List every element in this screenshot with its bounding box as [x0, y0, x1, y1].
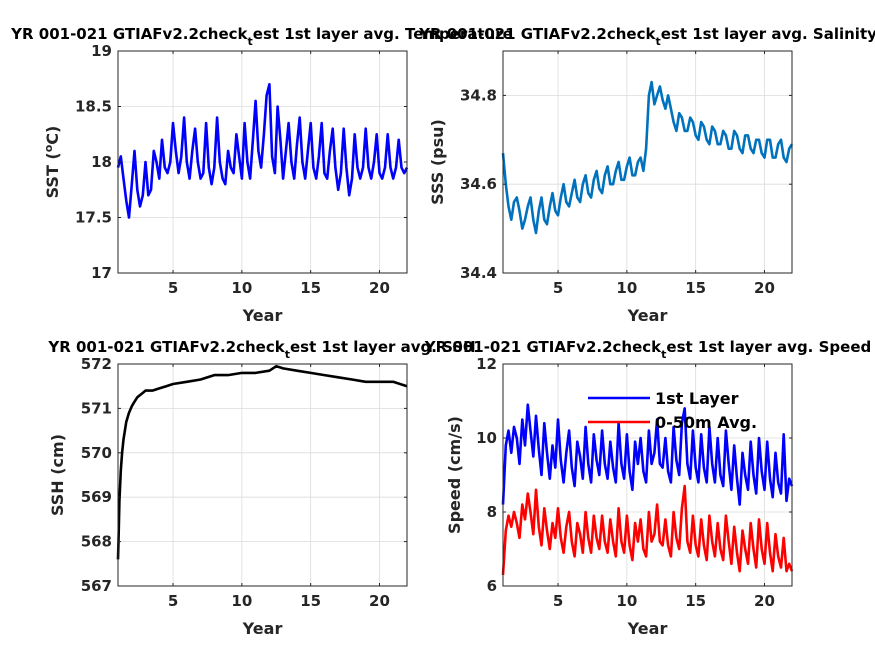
- y-tick-label: 10: [476, 429, 497, 447]
- x-tick-label: 15: [685, 279, 706, 297]
- chart-panel-2: 5 10 15 20 34.4 34.6 34.8 Year SSS (psu) YR 001-0…: [418, 25, 875, 325]
- y-tick-label: 17: [91, 264, 112, 282]
- y-tick-label: 568: [81, 533, 112, 551]
- chart-title: YR 001-021 GTIAFv2.2checktest 1st layer …: [10, 25, 513, 48]
- x-tick-label: 15: [300, 592, 321, 610]
- chart-title: YR 001-021 GTIAFv2.2checktest 1st layer …: [47, 338, 475, 361]
- legend-label: 0-50m Avg.: [655, 413, 757, 432]
- axes-frame: [502, 363, 793, 587]
- y-tick-label: 569: [81, 488, 112, 506]
- y-tick-label: 6: [487, 577, 497, 595]
- series-line-1: [116, 83, 409, 219]
- x-tick-label: 5: [553, 279, 563, 297]
- y-tick-label: 571: [81, 399, 112, 417]
- y-tick-label: 8: [487, 503, 497, 521]
- x-tick-label: 20: [369, 592, 390, 610]
- axes-frame: [502, 50, 793, 274]
- x-tick-label: 10: [616, 592, 637, 610]
- y-axis-label: Speed (cm/s): [445, 416, 464, 534]
- x-axis-label: Year: [627, 619, 668, 638]
- chart-title: YR 001-021 GTIAFv2.2checktest 1st layer …: [418, 25, 875, 48]
- y-axis-label: SSS (psu): [428, 119, 447, 205]
- x-tick-label: 5: [168, 279, 178, 297]
- y-tick-label: 567: [81, 577, 112, 595]
- series-line-1: [501, 80, 794, 235]
- y-tick-label: 34.8: [460, 86, 497, 104]
- x-tick-label: 20: [754, 279, 775, 297]
- x-axis-label: Year: [242, 306, 283, 325]
- plot-area: [118, 364, 407, 586]
- series-line-1: [501, 403, 794, 506]
- y-tick-label: 572: [81, 355, 112, 373]
- x-tick-label: 15: [300, 279, 321, 297]
- x-tick-label: 10: [231, 592, 252, 610]
- x-tick-label: 5: [168, 592, 178, 610]
- x-tick-label: 20: [369, 279, 390, 297]
- y-axis-label: SSH (cm): [48, 434, 67, 516]
- series-line-2: [501, 484, 794, 575]
- x-tick-label: 10: [231, 279, 252, 297]
- y-tick-label: 570: [81, 444, 112, 462]
- y-tick-label: 17.5: [75, 209, 112, 227]
- plot-area: [503, 51, 792, 273]
- chart-panel-4: 5 10 15 20 6 8 10 12 Year Speed (cm/s) YR 001-021 …: [424, 338, 871, 638]
- x-axis-label: Year: [627, 306, 668, 325]
- chart-panel-3: 5 10 15 20 567 568 569 570 571 572 Year SSH (cm) YR …: [47, 338, 475, 638]
- legend: 1st Layer 0-50m Avg.: [588, 389, 757, 432]
- y-tick-label: 34.4: [460, 264, 497, 282]
- x-axis-label: Year: [242, 619, 283, 638]
- y-tick-label: 19: [91, 42, 112, 60]
- y-axis-label: SST (oC): [42, 126, 62, 199]
- x-tick-label: 15: [685, 592, 706, 610]
- chart-title: YR 001-021 GTIAFv2.2checktest 1st layer …: [424, 338, 871, 361]
- x-tick-label: 5: [553, 592, 563, 610]
- chart-panel-1: 5 10 15 20 17 17.5 18 18.5 19 Year SST (oC) YR 001-…: [10, 25, 513, 325]
- y-tick-label: 34.6: [460, 175, 497, 193]
- x-tick-label: 10: [616, 279, 637, 297]
- axes-frame: [117, 363, 408, 587]
- y-tick-label: 12: [476, 355, 497, 373]
- legend-label: 1st Layer: [655, 389, 739, 408]
- series-line-1: [116, 364, 408, 560]
- y-tick-label: 18: [91, 153, 112, 171]
- x-tick-label: 20: [754, 592, 775, 610]
- y-tick-label: 18.5: [75, 98, 112, 116]
